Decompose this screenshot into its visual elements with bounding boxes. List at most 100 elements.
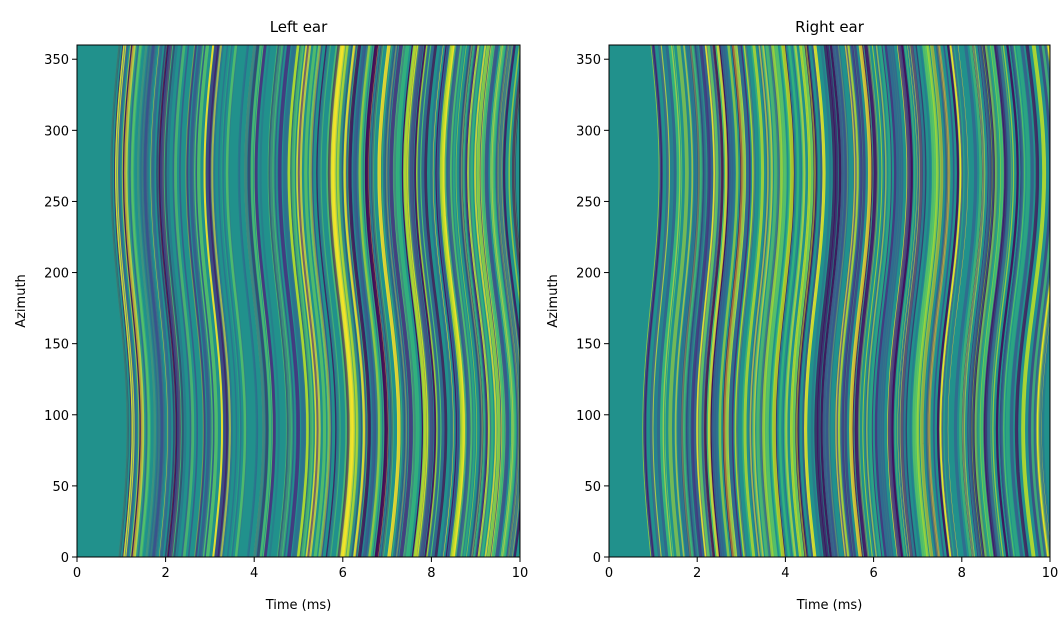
heatmap-stripe	[718, 45, 739, 557]
heatmap-stripe	[791, 45, 814, 557]
heatmap-stripe	[395, 45, 420, 557]
heatmap-stripe	[419, 45, 442, 557]
heatmap-stripe	[999, 45, 1024, 557]
heatmap-stripe	[208, 45, 229, 557]
heatmap-stripe	[684, 45, 706, 557]
heatmap-stripe	[511, 65, 520, 281]
heatmap-stripe	[452, 45, 476, 557]
heatmap-stripe	[986, 45, 1011, 557]
heatmap-stripe	[803, 45, 826, 557]
heatmap-stripe	[195, 45, 215, 557]
heatmap-stripe	[928, 45, 951, 557]
heatmap-stripe	[353, 45, 376, 557]
heatmap-stripe	[247, 45, 269, 557]
y-tick-label: 150	[44, 338, 69, 353]
heatmap-stripe	[1014, 45, 1040, 557]
heatmap-stripe	[480, 45, 505, 557]
heatmap-stripe	[756, 45, 778, 557]
heatmap-stripe	[418, 45, 440, 557]
heatmap-stripe	[972, 45, 994, 557]
x-tick-label: 6	[869, 566, 877, 581]
x-tick-label: 10	[512, 566, 529, 581]
heatmap-stripe	[897, 45, 919, 557]
heatmap-stripe	[959, 45, 982, 557]
heatmap-stripe	[649, 45, 669, 557]
heatmap-stripe	[855, 45, 878, 557]
x-tick-label: 4	[250, 566, 258, 581]
heatmap-stripe	[492, 45, 516, 557]
heatmap-stripe	[891, 45, 914, 557]
heatmap-stripe	[874, 45, 897, 557]
heatmap-stripe	[244, 45, 266, 557]
heatmap-stripe	[936, 45, 960, 557]
heatmap-stripe	[903, 45, 927, 557]
heatmap-stripe	[723, 45, 744, 557]
chart-title: Right ear	[795, 18, 865, 36]
heatmap-stripe	[174, 45, 195, 557]
heatmap-stripe	[953, 45, 978, 557]
x-tick-label: 4	[781, 566, 789, 581]
heatmap-stripe	[866, 45, 887, 557]
heatmap-stripe	[977, 45, 1002, 557]
y-tick-label: 100	[576, 409, 601, 424]
heatmap-stripe	[339, 45, 362, 557]
heatmap-stripe	[867, 45, 888, 557]
heatmap-stripe	[142, 45, 161, 557]
heatmap-stripe	[795, 45, 816, 557]
heatmap-stripe	[130, 45, 150, 557]
heatmap-stripe	[316, 45, 337, 557]
heatmap-stripe	[761, 45, 780, 557]
heatmap-stripe	[259, 45, 280, 557]
heatmap-stripe	[114, 45, 132, 557]
heatmap-stripe	[865, 45, 886, 557]
y-tick-label: 150	[576, 338, 601, 353]
heatmap-stripe	[682, 45, 703, 557]
heatmap-stripe	[662, 45, 681, 557]
heatmap-stripe	[705, 45, 727, 557]
heatmap-stripe	[403, 45, 427, 557]
heatmap-stripe	[160, 45, 181, 557]
heatmap-stripe	[707, 45, 728, 557]
heatmap-stripe	[927, 45, 949, 557]
heatmap-stripe	[128, 45, 149, 557]
heatmap-stripe	[1038, 45, 1050, 557]
heatmap-stripe	[853, 45, 874, 557]
heatmap-stripe	[116, 45, 134, 557]
heatmap-stripe	[368, 45, 389, 557]
heatmap-stripe	[871, 45, 892, 557]
heatmap-stripe	[467, 45, 490, 557]
heatmap-stripe	[498, 45, 520, 557]
heatmap-stripe	[476, 45, 501, 557]
y-tick-label: 300	[576, 124, 601, 139]
heatmap-stripe	[742, 45, 761, 557]
heatmap-stripe	[179, 45, 199, 557]
heatmap-stripe	[1038, 45, 1050, 557]
heatmap-stripe	[843, 45, 866, 557]
heatmap-stripe	[916, 45, 939, 557]
heatmap-stripe	[919, 45, 944, 557]
heatmap-stripe	[496, 45, 519, 557]
heatmap-stripe	[685, 45, 707, 557]
heatmap-stripe	[968, 45, 992, 557]
heatmap-stripe	[132, 45, 151, 557]
y-tick-label: 200	[576, 267, 601, 282]
heatmap-stripe	[869, 45, 892, 557]
heatmap-stripe	[421, 45, 445, 557]
heatmap-stripe	[763, 45, 785, 557]
heatmap-stripe	[659, 45, 681, 557]
heatmap-stripe	[137, 45, 158, 557]
heatmap-stripe	[894, 45, 916, 557]
heatmap-stripe	[943, 45, 967, 557]
heatmap-stripe	[351, 45, 373, 557]
heatmap-stripe	[725, 45, 746, 557]
heatmap-stripe	[465, 45, 488, 557]
heatmap-stripe	[713, 45, 734, 557]
heatmap-stripe	[109, 45, 129, 557]
heatmap-stripe	[843, 45, 864, 557]
heatmap-stripe	[502, 45, 520, 557]
heatmap-stripe	[469, 45, 492, 557]
heatmap-stripe	[973, 45, 998, 557]
heatmap-stripe	[857, 45, 879, 557]
heatmap-stripe	[474, 45, 497, 557]
